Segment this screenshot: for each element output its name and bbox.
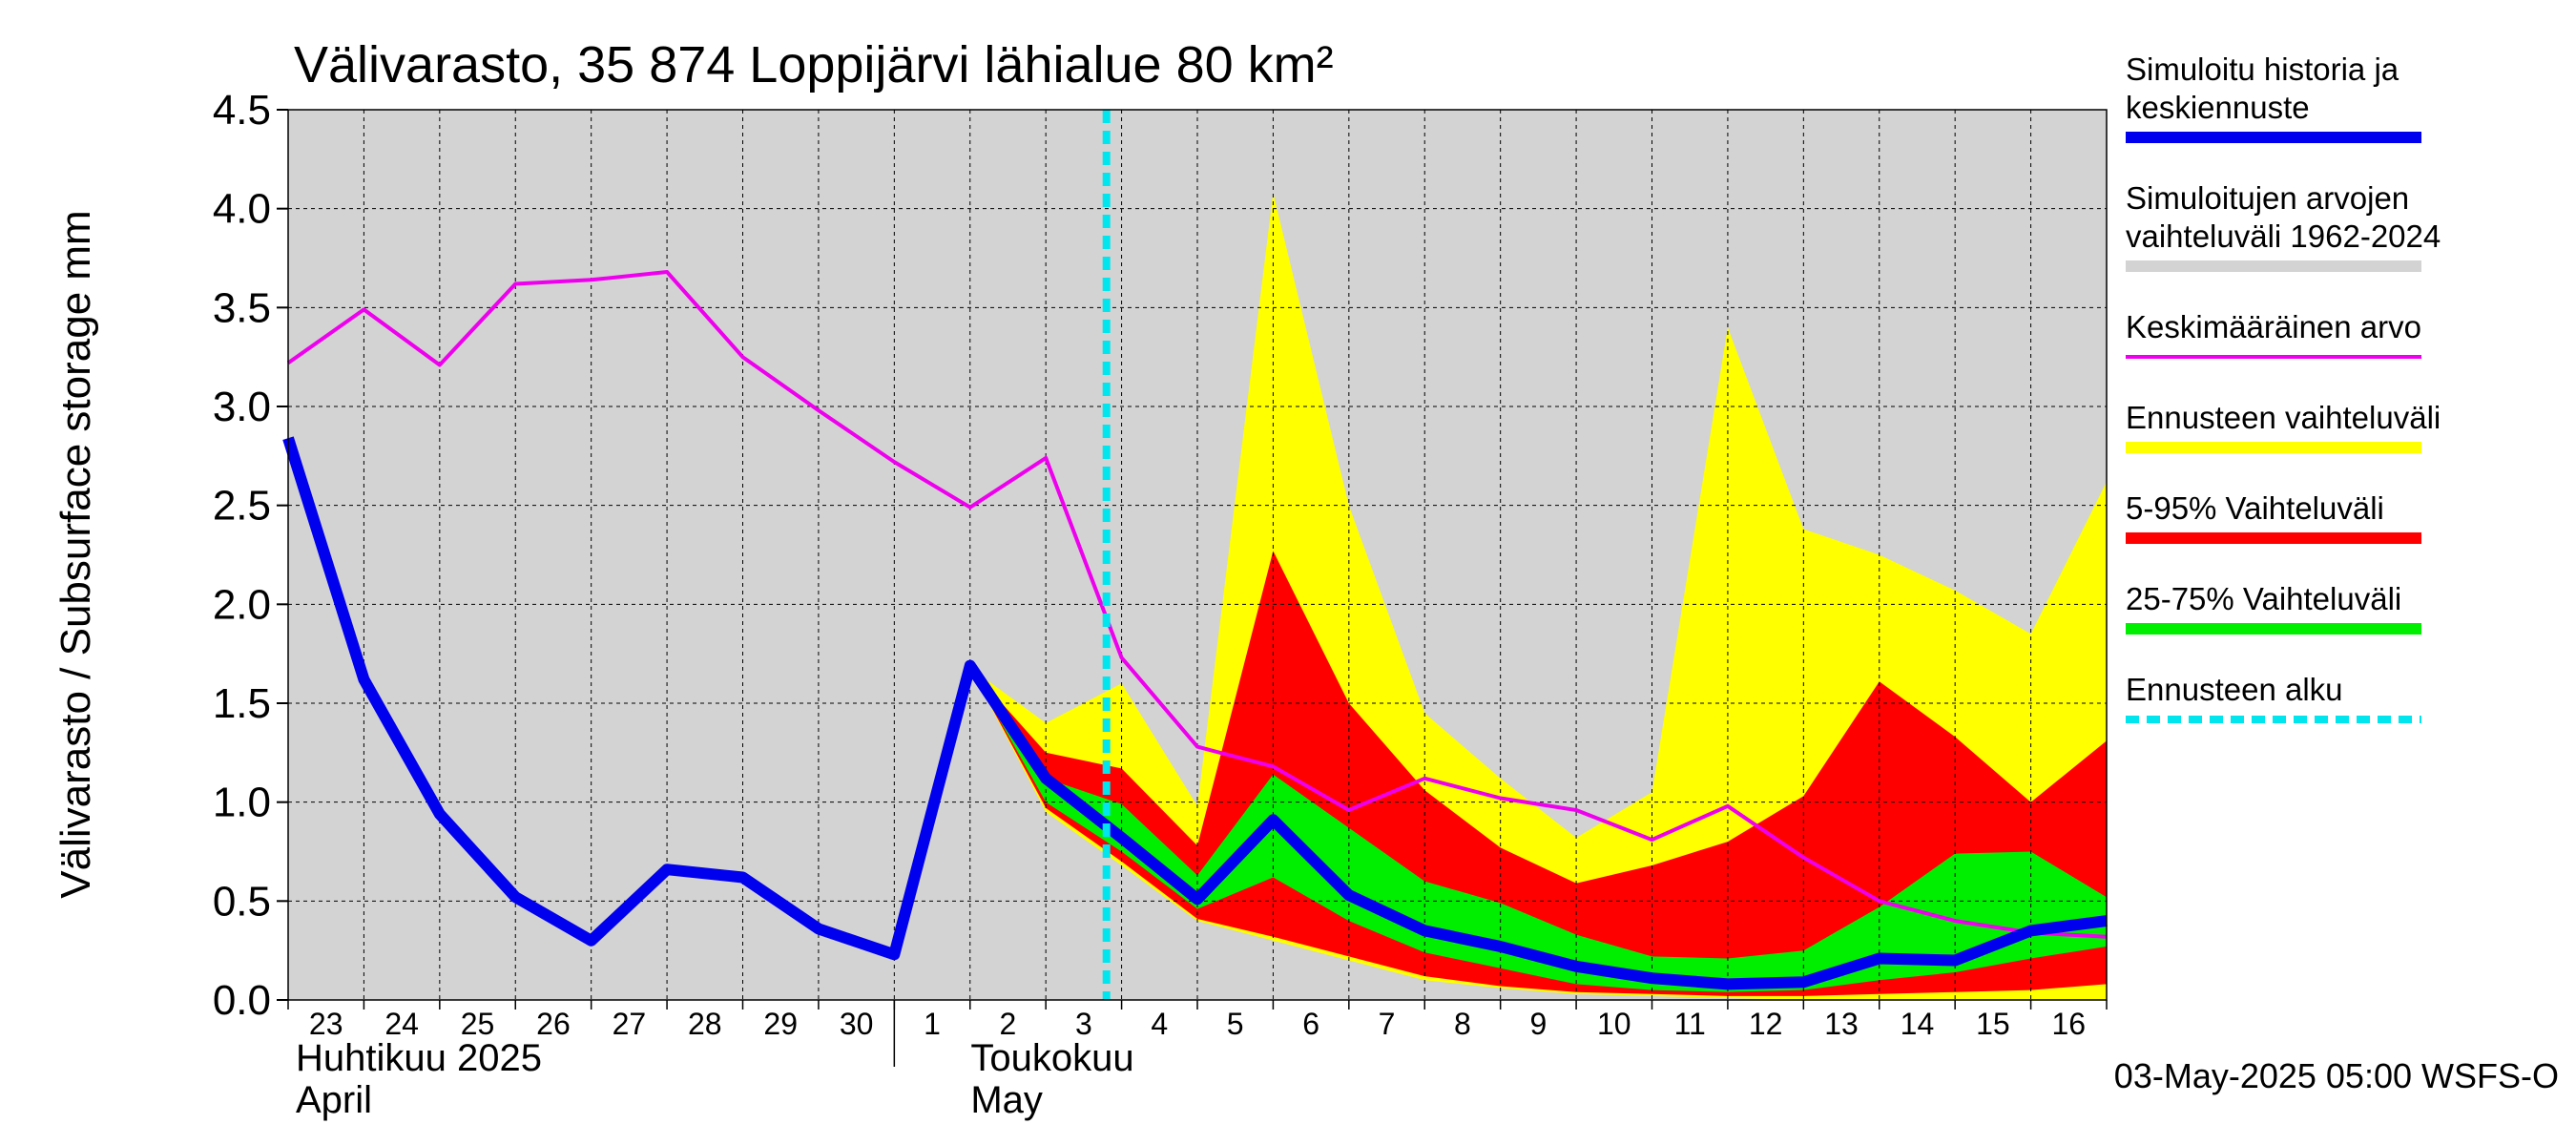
x-tick-label: 15 bbox=[1976, 1007, 2010, 1041]
x-tick-label: 13 bbox=[1824, 1007, 1859, 1041]
x-tick-label: 6 bbox=[1302, 1007, 1319, 1041]
x-tick-label: 9 bbox=[1529, 1007, 1547, 1041]
legend-label: Ennusteen alku bbox=[2126, 672, 2343, 707]
y-tick-label: 0.5 bbox=[213, 878, 271, 925]
x-tick-label: 2 bbox=[1000, 1007, 1017, 1041]
legend-label: Simuloitujen arvojen bbox=[2126, 180, 2409, 216]
x-tick-label: 11 bbox=[1674, 1007, 1706, 1041]
legend-label: vaihteluväli 1962-2024 bbox=[2126, 219, 2441, 254]
legend-label: keskiennuste bbox=[2126, 90, 2310, 125]
legend-label: Simuloitu historia ja bbox=[2126, 52, 2399, 87]
y-tick-label: 2.5 bbox=[213, 483, 271, 530]
x-tick-label: 27 bbox=[613, 1007, 647, 1041]
x-tick-label: 7 bbox=[1379, 1007, 1396, 1041]
y-tick-label: 2.0 bbox=[213, 581, 271, 628]
month-label-en: May bbox=[970, 1079, 1043, 1121]
band-band-25-75 bbox=[969, 667, 2107, 992]
x-tick-label: 3 bbox=[1075, 1007, 1092, 1041]
axes-layer: 0.00.51.01.52.02.53.03.54.04.523 24 25 26 27… bbox=[213, 87, 2108, 1121]
footer-timestamp: 03-May-2025 05:00 WSFS-O bbox=[2114, 1056, 2559, 1095]
y-tick-label: 1.0 bbox=[213, 780, 271, 826]
legend-label: Keskimääräinen arvo bbox=[2126, 309, 2421, 344]
series-median-line bbox=[282, 436, 2108, 990]
x-tick-label: 26 bbox=[536, 1007, 571, 1041]
y-tick-label: 1.5 bbox=[213, 680, 271, 727]
month-label-fi: Huhtikuu 2025 bbox=[296, 1037, 542, 1079]
x-tick-label: 14 bbox=[1901, 1007, 1935, 1041]
legend-label: 5-95% Vaihteluväli bbox=[2126, 490, 2384, 526]
x-tick-label: 24 bbox=[384, 1007, 419, 1041]
x-tick-label: 29 bbox=[763, 1007, 798, 1041]
legend-label: Ennusteen vaihteluväli bbox=[2126, 400, 2441, 435]
y-tick-label: 0.0 bbox=[213, 977, 271, 1024]
x-tick-label: 4 bbox=[1151, 1007, 1168, 1041]
legend-label: 25-75% Vaihteluväli bbox=[2126, 581, 2401, 616]
y-axis-label: Välivarasto / Subsurface storage mm bbox=[52, 210, 99, 898]
x-tick-label: 5 bbox=[1227, 1007, 1244, 1041]
x-tick-label: 28 bbox=[688, 1007, 722, 1041]
x-tick-label: 23 bbox=[309, 1007, 343, 1041]
month-label-en: April bbox=[296, 1079, 372, 1121]
x-tick-label: 12 bbox=[1749, 1007, 1783, 1041]
y-tick-label: 4.5 bbox=[213, 87, 271, 134]
x-tick-label: 1 bbox=[924, 1007, 941, 1041]
y-tick-label: 4.0 bbox=[213, 186, 271, 233]
x-tick-label: 16 bbox=[2051, 1007, 2086, 1041]
x-tick-label: 8 bbox=[1454, 1007, 1471, 1041]
bands-layer bbox=[969, 193, 2107, 1001]
x-tick-label: 10 bbox=[1597, 1007, 1631, 1041]
month-label-fi: Toukokuu bbox=[970, 1037, 1133, 1079]
x-tick-label: 25 bbox=[461, 1007, 495, 1041]
x-tick-label: 30 bbox=[840, 1007, 874, 1041]
lines-layer bbox=[282, 110, 2108, 1000]
chart-title: Välivarasto, 35 874 Loppijärvi lähialue … bbox=[294, 36, 1334, 94]
y-tick-label: 3.5 bbox=[213, 284, 271, 331]
series-mean-line bbox=[286, 270, 2108, 939]
y-tick-label: 3.0 bbox=[213, 384, 271, 430]
